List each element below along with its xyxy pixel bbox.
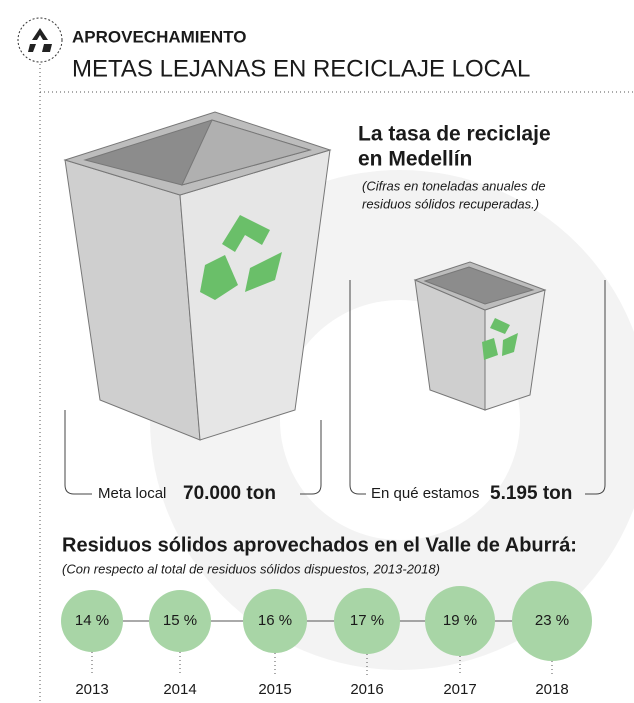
recycle-symbol-small: [482, 318, 518, 360]
value-label: 15 %: [163, 612, 197, 629]
bin-value: 70.000 ton: [183, 483, 276, 504]
recycle-icon: [28, 28, 52, 52]
comparison-note: residuos sólidos recuperadas.): [362, 196, 539, 211]
timeline-subtitle: (Con respecto al total de residuos sólid…: [62, 561, 440, 576]
bin-value: 5.195 ton: [490, 483, 572, 504]
year-label: 2017: [443, 681, 476, 698]
bin-label: Meta local: [98, 485, 166, 502]
kicker: APROVECHAMIENTO: [72, 27, 246, 46]
timeline-title: Residuos sólidos aprovechados en el Vall…: [62, 534, 577, 556]
recycle-symbol: [200, 215, 282, 300]
title: METAS LEJANAS EN RECICLAJE LOCAL: [72, 55, 530, 82]
value-circle: [243, 589, 307, 653]
value-label: 19 %: [443, 612, 477, 629]
value-label: 23 %: [535, 612, 569, 629]
big-bin: [63, 111, 332, 441]
year-label: 2015: [258, 681, 291, 698]
value-circle: [149, 590, 211, 652]
comparison-title: La tasa de reciclaje: [358, 123, 551, 146]
icon-ring: [17, 17, 63, 63]
bracket: [349, 280, 606, 495]
value-label: 16 %: [258, 612, 292, 629]
year-label: 2016: [350, 681, 383, 698]
year-label: 2018: [535, 681, 568, 698]
small-bin: [413, 261, 547, 411]
value-circle: [334, 588, 400, 654]
value-label: 17 %: [350, 612, 384, 629]
value-label: 14 %: [75, 612, 109, 629]
value-circle: [61, 590, 123, 652]
value-circle: [512, 581, 592, 661]
year-label: 2013: [75, 681, 108, 698]
year-label: 2014: [163, 681, 196, 698]
comparison-title: en Medellín: [358, 148, 472, 171]
comparison-note: (Cifras en toneladas anuales de: [362, 178, 546, 193]
value-circle: [425, 586, 495, 656]
bin-label: En qué estamos: [371, 485, 479, 502]
bracket: [64, 410, 322, 495]
